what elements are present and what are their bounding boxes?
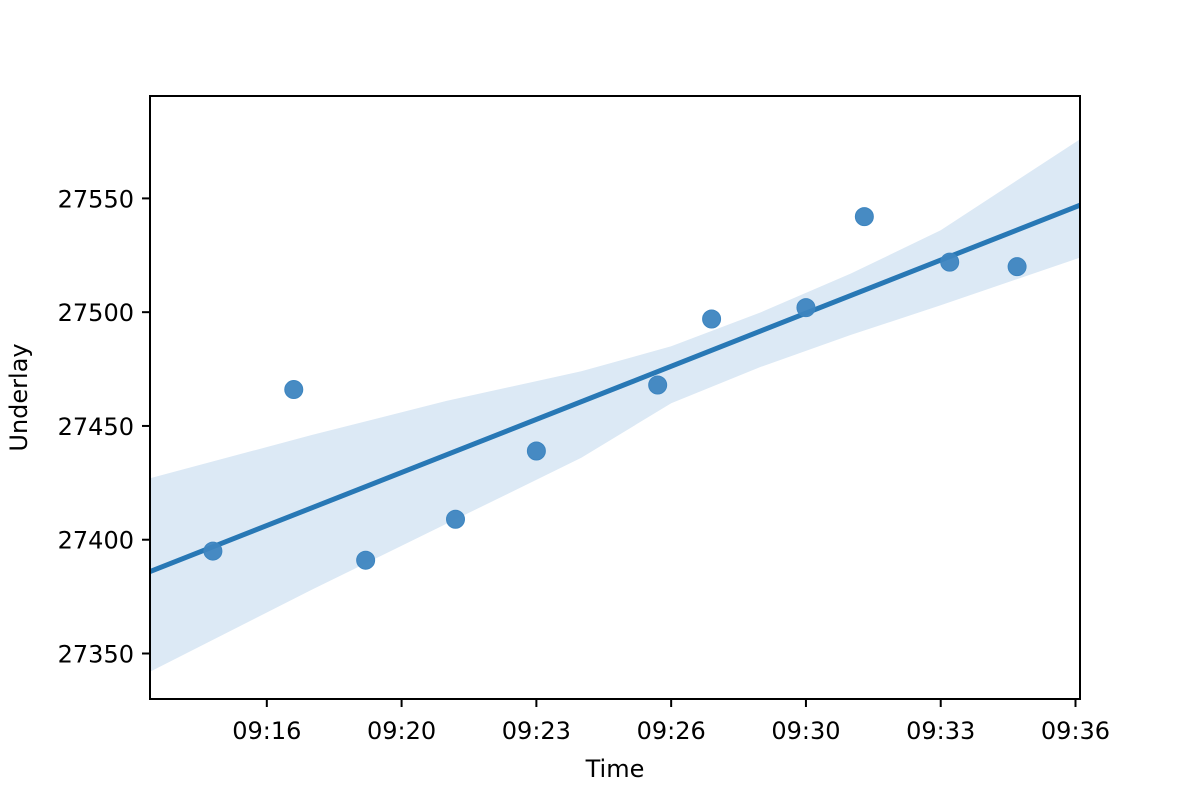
data-point [702,309,722,329]
plot-frame [149,95,1081,700]
y-tick-label: 27400 [58,527,134,555]
y-axis-label: Underlay [5,343,33,451]
data-points-layer [203,207,1027,570]
confidence-band [150,139,1080,672]
y-axis-ticks: 27350 27400 27450 27500 27550 [58,185,150,668]
data-point [940,252,960,272]
regression-line-layer [149,202,1081,574]
x-tick-label: 09:30 [771,717,840,745]
x-tick-label: 09:23 [502,717,571,745]
data-point [526,441,546,461]
x-axis-ticks: 09:16 09:20 09:23 09:26 09:30 09:33 09:36 [232,699,1110,745]
y-tick-label: 27450 [58,413,134,441]
data-point [356,550,376,570]
y-tick-label: 27550 [58,185,134,213]
data-point [446,509,466,529]
regression-line [149,202,1081,574]
y-tick-label: 27500 [58,299,134,327]
data-point [203,541,223,561]
data-point [854,207,874,227]
data-point [796,298,816,318]
x-tick-label: 09:16 [232,717,301,745]
x-tick-label: 09:20 [367,717,436,745]
y-tick-label: 27350 [58,640,134,668]
x-tick-label: 09:36 [1041,717,1110,745]
x-tick-label: 09:33 [906,717,975,745]
x-tick-label: 09:26 [637,717,706,745]
confidence-band-layer [150,139,1080,672]
x-axis-label: Time [585,755,645,783]
data-point [284,380,304,400]
data-point [648,375,668,395]
data-point [1007,257,1027,277]
